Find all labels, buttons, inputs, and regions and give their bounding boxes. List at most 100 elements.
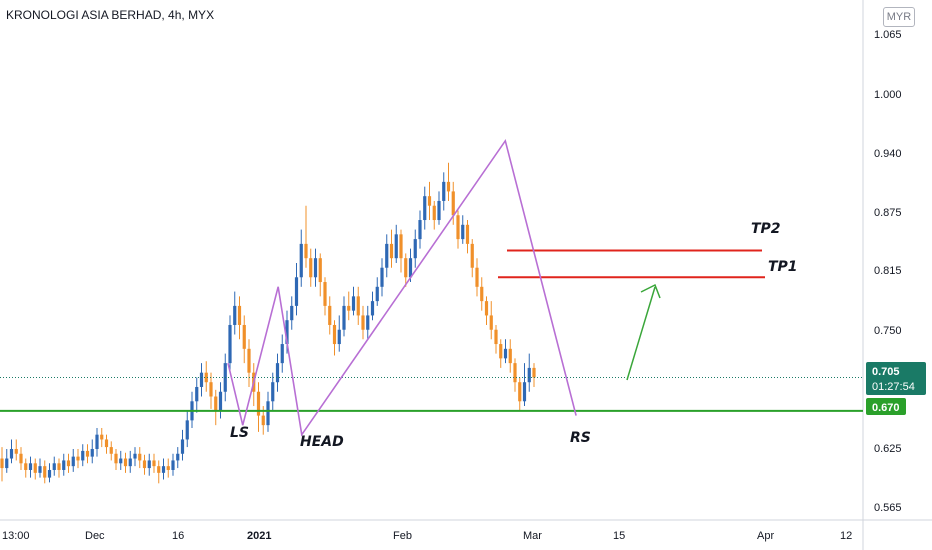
candle-body [299, 243, 303, 278]
candle-body [214, 396, 218, 411]
candle-body [123, 458, 128, 467]
candle [461, 215, 465, 244]
candle [52, 456, 56, 476]
candle-body [432, 205, 436, 221]
candle [332, 320, 337, 356]
candle [522, 363, 527, 407]
candle [100, 428, 104, 448]
support-price-label: 0.670 [866, 398, 906, 415]
candle [470, 239, 474, 278]
candle-body [418, 220, 422, 240]
head-shoulders-pattern[interactable] [227, 138, 577, 437]
candle [214, 389, 218, 426]
candle [5, 448, 9, 473]
candle-body [404, 258, 408, 278]
overlays-layer [0, 138, 863, 437]
candle [337, 315, 341, 352]
currency-button[interactable]: MYR [883, 7, 915, 27]
candle-body [266, 401, 270, 426]
last-price-value: 0.705 [872, 366, 900, 378]
candle-body [508, 348, 512, 364]
candle-body [313, 258, 318, 278]
y-tick-label: 0.750 [874, 325, 902, 337]
candle-body [90, 448, 94, 457]
candle [33, 458, 37, 480]
candle-body [361, 315, 365, 330]
candle-body [380, 267, 384, 287]
candle [475, 258, 479, 297]
candle [413, 229, 417, 268]
candle [19, 447, 23, 470]
candle-body [71, 456, 75, 467]
candle [280, 334, 284, 373]
candle-body [209, 382, 213, 397]
candle [294, 262, 299, 316]
annotation-rs: RS [570, 430, 591, 446]
candle-body [38, 466, 42, 473]
x-tick-label: 13:00 [2, 530, 30, 542]
candle [242, 315, 246, 364]
x-tick-label: 2021 [247, 530, 271, 542]
candle [361, 305, 365, 340]
candle [228, 315, 232, 373]
candle [152, 453, 156, 473]
candle [24, 458, 28, 478]
candle-body [185, 420, 189, 440]
candle [527, 353, 531, 392]
candle [456, 210, 460, 249]
x-tick-label: 15 [613, 530, 625, 542]
candle-body [437, 200, 441, 221]
candle [318, 253, 322, 297]
candle [494, 324, 498, 354]
candle [342, 296, 346, 337]
candle [366, 305, 370, 340]
countdown-value: 01:27:54 [872, 381, 915, 393]
candle [423, 186, 427, 230]
candle [180, 429, 185, 461]
candle [513, 358, 517, 392]
candle-body [195, 386, 199, 402]
candle-body [309, 258, 313, 278]
candle [119, 450, 123, 470]
x-tick-label: 16 [172, 530, 184, 542]
candle [133, 447, 137, 467]
support-price-value: 0.670 [872, 402, 900, 414]
candle [0, 447, 4, 482]
candle-body [456, 215, 460, 240]
candle-body [47, 469, 52, 478]
candle-body [247, 348, 251, 373]
candle-body [104, 439, 109, 448]
candle-body [261, 415, 265, 426]
candle-body [427, 196, 432, 206]
candle [85, 444, 90, 464]
candle-body [152, 460, 156, 467]
candle-body [465, 224, 470, 244]
candle-body [138, 453, 142, 461]
candle-body [233, 305, 237, 325]
candle [9, 439, 14, 464]
candle-body [5, 458, 9, 469]
candle [323, 277, 327, 316]
candle [442, 172, 446, 211]
candle [76, 448, 80, 469]
candle [375, 277, 379, 306]
x-tick-label: Mar [523, 530, 542, 542]
candle-body [256, 391, 261, 416]
candle [446, 162, 451, 201]
candle [328, 296, 332, 335]
candle [271, 372, 275, 411]
candle [399, 229, 403, 273]
candle-body [337, 329, 341, 345]
candle [38, 458, 42, 478]
candle [489, 301, 493, 340]
candle [356, 286, 360, 325]
candle [176, 447, 180, 469]
candle-body [43, 466, 47, 478]
candle-body [100, 434, 104, 440]
y-tick-label: 1.065 [874, 29, 902, 41]
candle [385, 234, 389, 278]
candle-body [24, 463, 28, 470]
candle-body [285, 320, 289, 345]
projection-arrow-shaft [626, 286, 656, 381]
